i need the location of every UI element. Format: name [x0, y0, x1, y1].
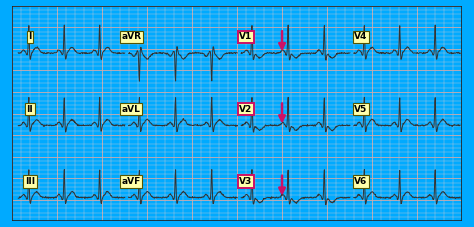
Text: III: III: [25, 177, 35, 186]
Text: I: I: [28, 32, 32, 42]
Text: V5: V5: [354, 105, 367, 114]
Text: aVR: aVR: [121, 32, 141, 42]
Text: V2: V2: [239, 105, 253, 114]
Text: V6: V6: [354, 177, 367, 186]
Text: aVL: aVL: [122, 105, 141, 114]
Text: V3: V3: [239, 177, 253, 186]
Text: V1: V1: [239, 32, 253, 42]
Text: aVF: aVF: [121, 177, 141, 186]
Text: II: II: [27, 105, 33, 114]
Text: V4: V4: [354, 32, 367, 42]
